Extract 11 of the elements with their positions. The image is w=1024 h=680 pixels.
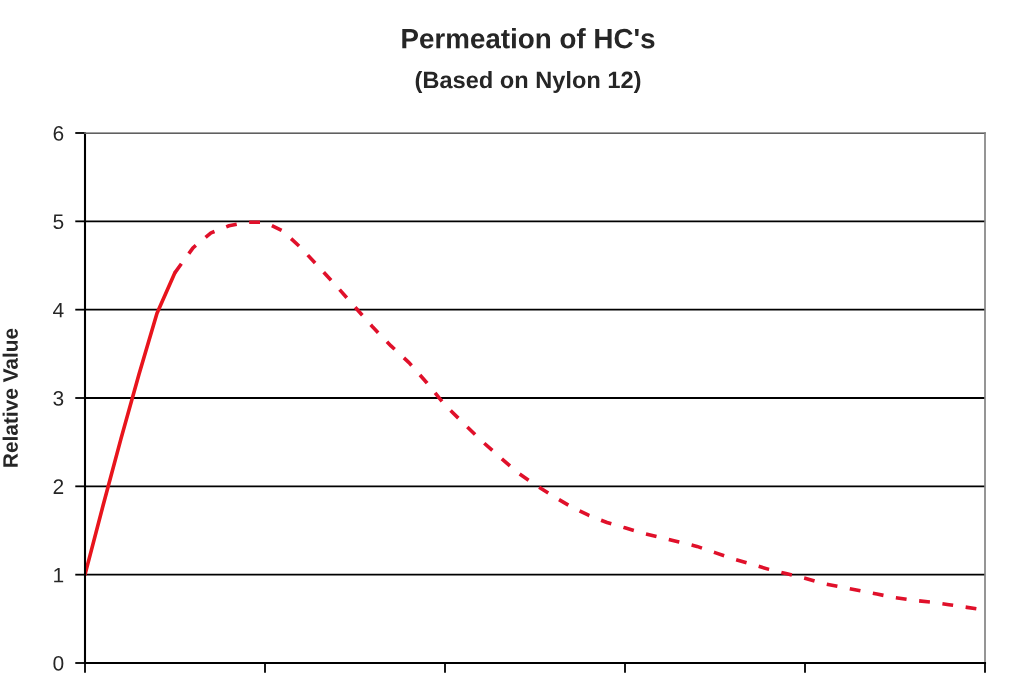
y-tick-label: 5 — [53, 214, 64, 230]
y-tick-label: 3 — [53, 391, 64, 406]
y-tick-label: 2 — [53, 479, 64, 494]
y-axis-title: Relative Value — [2, 328, 18, 467]
chart-subtitle: (Based on Nylon 12) — [415, 71, 641, 93]
y-tick-label: 6 — [53, 126, 64, 141]
y-tick-label: 0 — [53, 656, 64, 671]
line-series — [85, 270, 177, 577]
chart-title: Permeation of HC's — [402, 28, 655, 49]
y-tick-label: 4 — [53, 302, 64, 318]
y-tick-label: 1 — [54, 567, 64, 583]
